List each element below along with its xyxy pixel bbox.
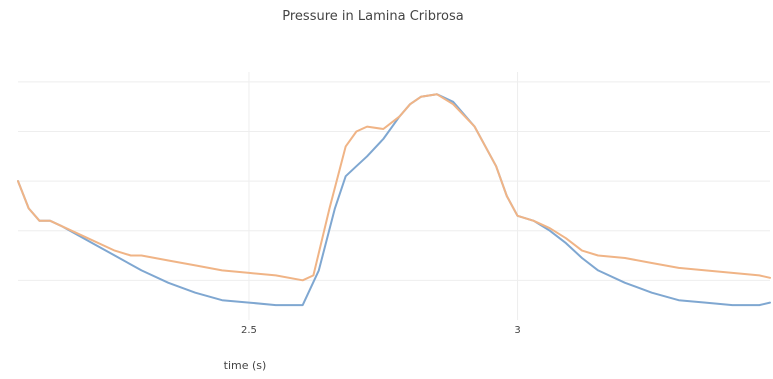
- grid-layer: [18, 72, 770, 320]
- x-axis-label: time (s): [224, 359, 267, 372]
- series-line-1: [17, 93, 771, 282]
- tick-layer: 2.5 3: [241, 325, 521, 336]
- x-tick-label-0: 2.5: [241, 325, 257, 336]
- series-1: [17, 93, 771, 282]
- series-0: [17, 93, 771, 307]
- x-tick-label-1: 3: [514, 325, 520, 336]
- chart-title: Pressure in Lamina Cribrosa: [282, 9, 464, 24]
- series-line-0: [17, 93, 771, 307]
- series-layer: [17, 93, 771, 307]
